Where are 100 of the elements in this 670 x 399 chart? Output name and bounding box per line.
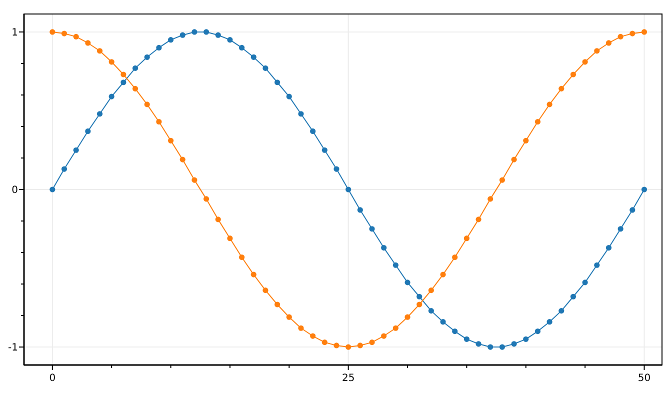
point <box>192 177 198 183</box>
point <box>440 319 446 325</box>
point <box>108 59 114 65</box>
point <box>392 325 398 331</box>
x-tick-label: 25 <box>342 373 355 384</box>
point <box>499 177 506 183</box>
point <box>227 37 233 43</box>
point <box>180 32 186 38</box>
point <box>369 340 375 346</box>
y-tick-label: 0 <box>12 185 18 196</box>
point <box>262 288 268 294</box>
point <box>404 280 410 286</box>
point <box>120 72 126 78</box>
point <box>274 302 280 308</box>
point <box>428 288 434 294</box>
point <box>606 40 612 46</box>
point <box>73 34 79 40</box>
point <box>108 94 114 100</box>
point <box>416 302 422 308</box>
point <box>215 32 221 38</box>
point <box>464 236 470 242</box>
point <box>286 314 292 320</box>
x-tick-label: 50 <box>638 373 651 384</box>
point <box>156 44 162 51</box>
point <box>488 344 494 350</box>
point <box>476 341 482 347</box>
point <box>168 138 174 144</box>
point <box>85 128 91 134</box>
point <box>250 272 256 278</box>
point <box>523 336 529 342</box>
point <box>250 54 256 60</box>
point <box>334 342 340 348</box>
point <box>310 128 316 134</box>
point <box>203 196 210 202</box>
point <box>310 333 316 339</box>
y-tick-label: -1 <box>8 342 18 354</box>
point <box>262 65 268 71</box>
point <box>404 314 410 320</box>
point <box>594 262 600 268</box>
point <box>594 48 600 54</box>
point <box>570 294 576 300</box>
point <box>144 54 150 60</box>
point <box>369 226 375 232</box>
point <box>132 86 138 92</box>
point <box>203 29 210 35</box>
point <box>546 102 552 108</box>
point <box>96 111 103 117</box>
point <box>452 328 458 334</box>
point <box>416 294 422 300</box>
point <box>488 196 494 202</box>
point <box>630 207 636 213</box>
point <box>322 147 328 153</box>
point <box>322 340 328 346</box>
point <box>428 308 434 314</box>
point <box>618 34 624 40</box>
point <box>346 344 352 350</box>
point <box>120 80 126 86</box>
point <box>50 186 56 192</box>
point <box>96 48 103 54</box>
point <box>298 111 304 117</box>
point <box>215 216 221 222</box>
y-tick-label: 1 <box>12 27 18 38</box>
point <box>558 86 564 92</box>
point <box>476 216 482 222</box>
point <box>381 244 387 251</box>
point <box>238 254 245 260</box>
point <box>274 80 280 86</box>
point <box>85 40 91 46</box>
point <box>61 166 68 172</box>
point <box>523 138 529 144</box>
point <box>630 30 636 36</box>
point <box>192 29 198 35</box>
point <box>618 226 624 232</box>
point <box>606 244 612 251</box>
point <box>156 118 162 125</box>
point <box>381 333 387 339</box>
point <box>546 319 552 325</box>
point <box>464 336 470 342</box>
point <box>452 254 458 260</box>
point <box>61 30 68 36</box>
point <box>357 207 363 213</box>
point <box>641 29 648 35</box>
point <box>132 65 138 71</box>
point <box>357 342 363 348</box>
point <box>641 186 648 192</box>
point <box>570 72 576 78</box>
point <box>168 37 174 43</box>
point <box>286 94 292 100</box>
point <box>227 236 233 242</box>
point <box>298 325 304 331</box>
x-tick-label: 0 <box>49 373 56 384</box>
point <box>582 59 588 65</box>
point <box>50 29 56 35</box>
point <box>499 344 506 350</box>
point <box>511 156 517 162</box>
point <box>144 102 150 108</box>
point <box>180 156 186 162</box>
point <box>558 308 564 314</box>
point <box>238 44 245 51</box>
point <box>511 341 517 347</box>
